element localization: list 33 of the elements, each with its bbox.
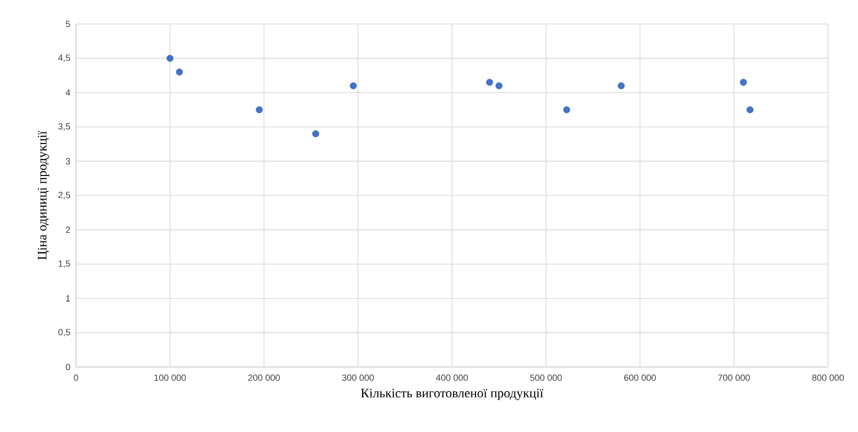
point bbox=[486, 78, 494, 86]
y-axis-title: Ціна одиниці продукції bbox=[38, 130, 50, 260]
x-tick-label: 800 000 bbox=[812, 374, 844, 381]
y-tick-label: 0 bbox=[66, 364, 70, 370]
point bbox=[740, 78, 747, 86]
x-axis-title: Кількість виготовленої продукції bbox=[361, 388, 544, 400]
y-tick-label: 2 bbox=[66, 226, 70, 233]
y-tick-label: 3 bbox=[66, 158, 70, 164]
y-tick-label: 0,5 bbox=[58, 328, 70, 336]
x-tick-label: 0 bbox=[74, 374, 78, 381]
point bbox=[256, 106, 263, 114]
y-tick-label: 1,5 bbox=[58, 260, 70, 268]
y-tick-label: 4,5 bbox=[58, 54, 70, 62]
y-tick-label: 4 bbox=[66, 90, 70, 96]
x-tick-label: 300 000 bbox=[342, 374, 374, 381]
point bbox=[563, 106, 570, 114]
x-tick-label: 100 000 bbox=[154, 374, 186, 381]
point bbox=[496, 82, 502, 90]
point bbox=[746, 106, 754, 114]
x-tick-label: 500 000 bbox=[530, 374, 562, 381]
point bbox=[312, 130, 320, 138]
y-tick-label: 3,5 bbox=[58, 123, 70, 131]
x-tick-label: 600 000 bbox=[624, 374, 656, 381]
y-tick-label: 5 bbox=[66, 20, 70, 28]
point bbox=[618, 82, 625, 90]
y-tick-label: 1 bbox=[66, 295, 70, 302]
point bbox=[350, 82, 357, 90]
y-tick-label: 2,5 bbox=[58, 192, 70, 200]
x-tick-label: 700 000 bbox=[718, 374, 750, 381]
x-tick-label: 200 000 bbox=[248, 374, 280, 381]
point bbox=[176, 68, 183, 76]
point bbox=[166, 54, 174, 62]
x-tick-label: 400 000 bbox=[436, 374, 468, 381]
